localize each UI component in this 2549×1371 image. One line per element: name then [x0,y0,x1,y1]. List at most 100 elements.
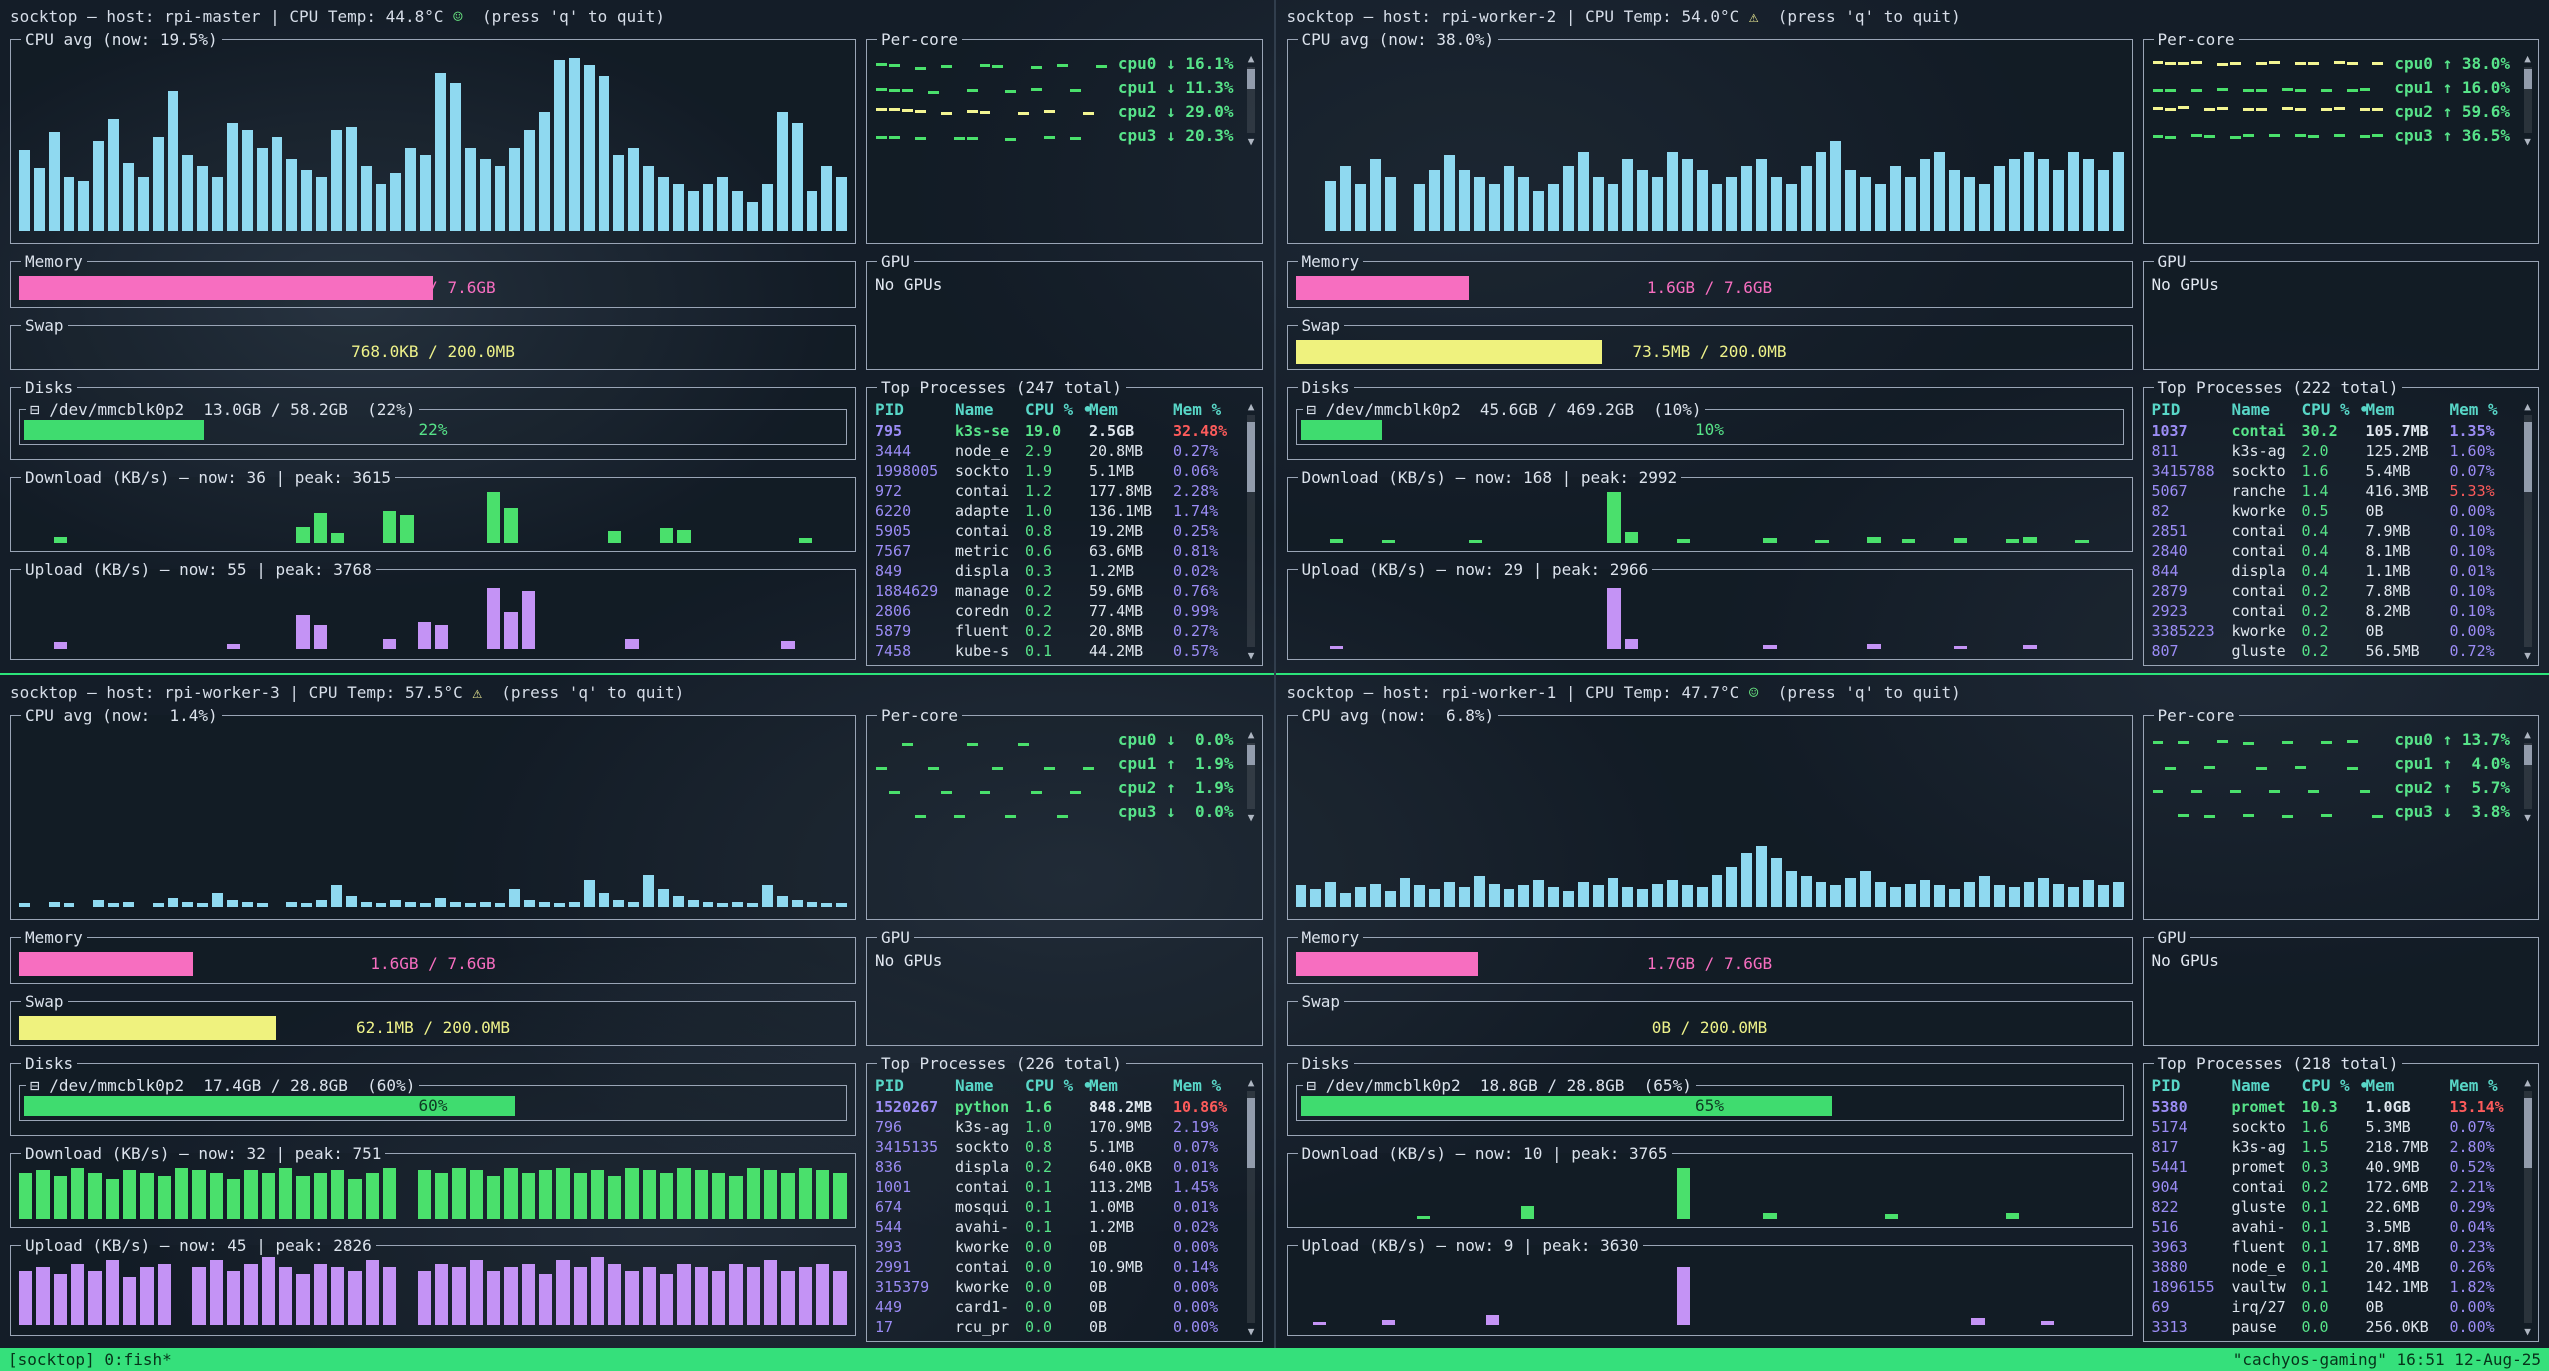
process-row[interactable]: 1896155 vaultw 0.1 142.1MB 1.82% [2152,1277,2513,1297]
process-row[interactable]: 836 displa 0.2 640.0KB 0.01% [875,1157,1236,1177]
col-header-mem[interactable]: Mem [1089,1076,1118,1095]
process-row[interactable]: 844 displa 0.4 1.1MB 0.01% [2152,561,2513,581]
scroll-down-icon[interactable]: ▼ [2524,649,2531,662]
process-row[interactable]: 1037 contai 30.2 105.7MB 1.35% [2152,421,2513,441]
process-row[interactable]: 5905 contai 0.8 19.2MB 0.25% [875,521,1236,541]
scroll-down-icon[interactable]: ▼ [2524,811,2531,824]
process-row[interactable]: 807 gluste 0.2 56.5MB 0.72% [2152,641,2513,661]
process-row[interactable]: 393 kworke 0.0 0B 0.00% [875,1237,1236,1257]
process-row[interactable]: 516 avahi- 0.1 3.5MB 0.04% [2152,1217,2513,1237]
process-row[interactable]: 17 rcu_pr 0.0 0B 0.00% [875,1317,1236,1337]
col-header-name[interactable]: Name [2231,400,2271,419]
process-row[interactable]: 822 gluste 0.1 22.6MB 0.29% [2152,1197,2513,1217]
col-header-mem-pct[interactable]: Mem % [2449,400,2498,419]
process-row[interactable]: 3415788 sockto 1.6 5.4MB 0.07% [2152,461,2513,481]
scrollbar-thumb[interactable] [2523,68,2532,89]
scrollbar-track[interactable] [2523,67,2532,133]
scrollbar-thumb[interactable] [2523,744,2532,765]
col-header-cpu[interactable]: CPU % • [2301,1076,2369,1095]
per-core-scrollbar[interactable]: ▲ ▼ [2520,52,2535,148]
process-row[interactable]: 3963 fluent 0.1 17.8MB 0.23% [2152,1237,2513,1257]
socktop-pane-2[interactable]: socktop — host: rpi-worker-3 | CPU Temp:… [0,676,1273,1348]
process-row[interactable]: 82 kworke 0.5 0B 0.00% [2152,501,2513,521]
process-row[interactable]: 1884629 manage 0.2 59.6MB 0.76% [875,581,1236,601]
process-row[interactable]: 7458 kube-s 0.1 44.2MB 0.57% [875,641,1236,661]
process-row[interactable]: 5380 promet 10.3 1.0GB 13.14% [2152,1097,2513,1117]
process-row[interactable]: 7567 metric 0.6 63.6MB 0.81% [875,541,1236,561]
scroll-down-icon[interactable]: ▼ [2524,1325,2531,1338]
scroll-up-icon[interactable]: ▲ [1247,400,1255,413]
socktop-pane-0[interactable]: socktop — host: rpi-master | CPU Temp: 4… [0,0,1273,672]
scroll-up-icon[interactable]: ▲ [1247,1076,1255,1089]
col-header-cpu[interactable]: CPU % • [1025,400,1093,419]
process-row[interactable]: 795 k3s-se 19.0 2.5GB 32.48% [875,421,1236,441]
scrollbar-track[interactable] [1247,67,1255,133]
process-row[interactable]: 69 irq/27 0.0 0B 0.00% [2152,1297,2513,1317]
per-core-scrollbar[interactable]: ▲ ▼ [1244,52,1259,148]
process-row[interactable]: 544 avahi- 0.1 1.2MB 0.02% [875,1217,1236,1237]
process-row[interactable]: 2840 contai 0.4 8.1MB 0.10% [2152,541,2513,561]
col-header-cpu[interactable]: CPU % • [2301,400,2369,419]
process-row[interactable]: 2806 coredn 0.2 77.4MB 0.99% [875,601,1236,621]
process-row[interactable]: 904 contai 0.2 172.6MB 2.21% [2152,1177,2513,1197]
process-row[interactable]: 811 k3s-ag 2.0 125.2MB 1.60% [2152,441,2513,461]
scroll-down-icon[interactable]: ▼ [2524,135,2531,148]
process-row[interactable]: 5067 ranche 1.4 416.3MB 5.33% [2152,481,2513,501]
process-scrollbar[interactable]: ▲ ▼ [2520,400,2535,662]
col-header-name[interactable]: Name [955,1076,994,1095]
col-header-mem-pct[interactable]: Mem % [2449,1076,2498,1095]
process-row[interactable]: 3444 node_e 2.9 20.8MB 0.27% [875,441,1236,461]
process-row[interactable]: 3415135 sockto 0.8 5.1MB 0.07% [875,1137,1236,1157]
process-row[interactable]: 796 k3s-ag 1.0 170.9MB 2.19% [875,1117,1236,1137]
process-row[interactable]: 6220 adapte 1.0 136.1MB 1.74% [875,501,1236,521]
process-row[interactable]: 817 k3s-ag 1.5 218.7MB 2.80% [2152,1137,2513,1157]
scrollbar-track[interactable] [2523,415,2532,647]
scroll-down-icon[interactable]: ▼ [1247,649,1255,662]
scrollbar-track[interactable] [2523,1091,2532,1323]
process-row[interactable]: 2879 contai 0.2 7.8MB 0.10% [2152,581,2513,601]
col-header-mem-pct[interactable]: Mem % [1173,400,1222,419]
scroll-down-icon[interactable]: ▼ [1247,811,1255,824]
col-header-pid[interactable]: PID [875,400,904,419]
process-row[interactable]: 1998005 sockto 1.9 5.1MB 0.06% [875,461,1236,481]
process-row[interactable]: 674 mosqui 0.1 1.0MB 0.01% [875,1197,1236,1217]
process-row[interactable]: 1520267 python 1.6 848.2MB 10.86% [875,1097,1236,1117]
pane-divider-horizontal[interactable] [0,673,2549,675]
scrollbar-track[interactable] [1247,1091,1255,1323]
scrollbar-thumb[interactable] [1247,744,1255,765]
scrollbar-track[interactable] [1247,415,1255,647]
col-header-mem[interactable]: Mem [2365,400,2395,419]
process-row[interactable]: 3385223 kworke 0.2 0B 0.00% [2152,621,2513,641]
process-row[interactable]: 449 card1- 0.0 0B 0.00% [875,1297,1236,1317]
col-header-pid[interactable]: PID [875,1076,904,1095]
process-row[interactable]: 849 displa 0.3 1.2MB 0.02% [875,561,1236,581]
process-row[interactable]: 5174 sockto 1.6 5.3MB 0.07% [2152,1117,2513,1137]
process-row[interactable]: 2851 contai 0.4 7.9MB 0.10% [2152,521,2513,541]
scrollbar-thumb[interactable] [1247,68,1255,89]
process-row[interactable]: 5441 promet 0.3 40.9MB 0.52% [2152,1157,2513,1177]
scroll-up-icon[interactable]: ▲ [2524,728,2531,741]
scroll-up-icon[interactable]: ▲ [1247,52,1255,65]
col-header-mem-pct[interactable]: Mem % [1173,1076,1222,1095]
scroll-down-icon[interactable]: ▼ [1247,1325,1255,1338]
socktop-pane-1[interactable]: socktop — host: rpi-worker-2 | CPU Temp:… [1277,0,2549,672]
process-row[interactable]: 1001 contai 0.1 113.2MB 1.45% [875,1177,1236,1197]
col-header-mem[interactable]: Mem [1089,400,1118,419]
process-row[interactable]: 3880 node_e 0.1 20.4MB 0.26% [2152,1257,2513,1277]
scrollbar-thumb[interactable] [2523,1097,2532,1168]
col-header-name[interactable]: Name [955,400,994,419]
scrollbar-track[interactable] [1247,743,1255,809]
process-row[interactable]: 3313 pause 0.0 256.0KB 0.00% [2152,1317,2513,1337]
scrollbar-thumb[interactable] [1247,1097,1255,1168]
per-core-scrollbar[interactable]: ▲ ▼ [1244,728,1259,824]
socktop-pane-3[interactable]: socktop — host: rpi-worker-1 | CPU Temp:… [1277,676,2549,1348]
process-scrollbar[interactable]: ▲ ▼ [1244,1076,1259,1338]
per-core-scrollbar[interactable]: ▲ ▼ [2520,728,2535,824]
scrollbar-track[interactable] [2523,743,2532,809]
pane-divider-vertical[interactable] [1273,0,1276,1348]
process-row[interactable]: 972 contai 1.2 177.8MB 2.28% [875,481,1236,501]
col-header-pid[interactable]: PID [2151,1076,2181,1095]
process-row[interactable]: 5879 fluent 0.2 20.8MB 0.27% [875,621,1236,641]
col-header-mem[interactable]: Mem [2365,1076,2395,1095]
scroll-down-icon[interactable]: ▼ [1247,135,1255,148]
